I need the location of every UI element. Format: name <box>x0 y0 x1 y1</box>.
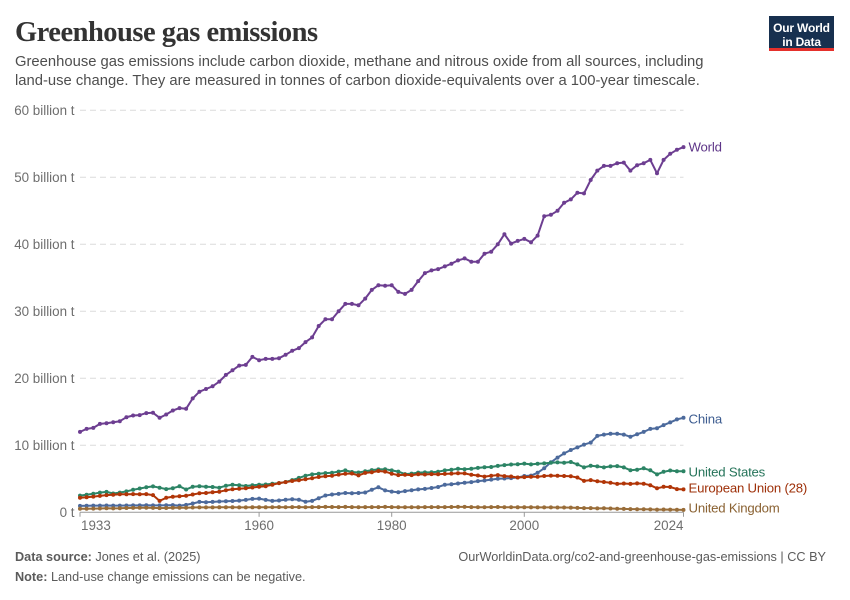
svg-text:World: World <box>689 140 722 155</box>
svg-text:50 billion t: 50 billion t <box>14 170 75 185</box>
svg-text:20 billion t: 20 billion t <box>14 371 75 386</box>
svg-text:1980: 1980 <box>377 518 407 533</box>
svg-text:2000: 2000 <box>509 518 539 533</box>
svg-text:China: China <box>689 411 723 426</box>
svg-text:40 billion t: 40 billion t <box>14 237 75 252</box>
svg-text:2024: 2024 <box>654 518 684 533</box>
svg-text:European Union (28): European Union (28) <box>689 481 808 496</box>
svg-text:0 t: 0 t <box>60 505 75 520</box>
svg-text:United Kingdom: United Kingdom <box>689 501 780 516</box>
svg-text:1933: 1933 <box>81 518 111 533</box>
svg-text:30 billion t: 30 billion t <box>14 304 75 319</box>
svg-text:United States: United States <box>689 464 766 479</box>
svg-text:60 billion t: 60 billion t <box>14 103 75 118</box>
svg-text:10 billion t: 10 billion t <box>14 438 75 453</box>
svg-text:1960: 1960 <box>244 518 274 533</box>
